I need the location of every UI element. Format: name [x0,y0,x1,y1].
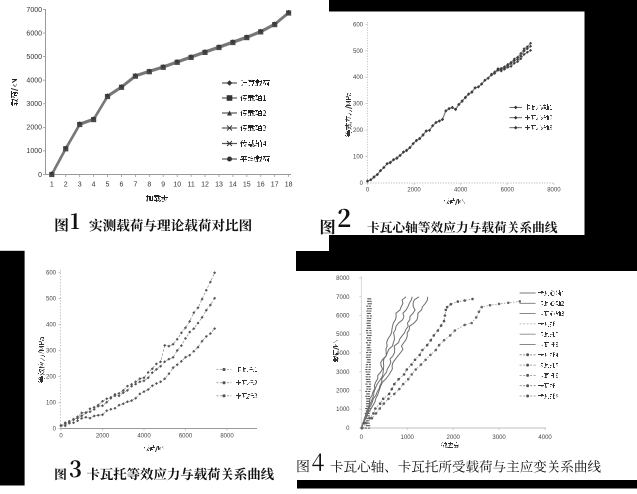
svg-text:7000: 7000 [26,7,42,14]
svg-text:4000: 4000 [336,351,350,357]
svg-text:0: 0 [38,172,42,179]
svg-text:400: 400 [46,323,57,329]
svg-text:5: 5 [106,182,110,189]
svg-text:9: 9 [161,182,165,189]
svg-text:11: 11 [187,182,194,189]
svg-text:600: 600 [353,22,364,28]
svg-text:3: 3 [78,182,82,189]
svg-text:0: 0 [53,427,57,433]
svg-text:3000: 3000 [26,101,42,108]
svg-text:6000: 6000 [179,434,193,440]
svg-text:4000: 4000 [454,188,468,194]
svg-text:18: 18 [285,182,293,189]
svg-text:8000: 8000 [336,276,350,282]
svg-text:13: 13 [215,182,223,189]
svg-text:0: 0 [360,435,364,441]
svg-text:7: 7 [133,182,137,189]
svg-text:7000: 7000 [336,295,350,301]
svg-text:2000: 2000 [447,435,461,441]
svg-text:2000: 2000 [26,125,42,132]
svg-text:15: 15 [243,182,251,189]
svg-text:3000: 3000 [492,435,506,441]
svg-text:8000: 8000 [220,434,234,440]
svg-text:6: 6 [120,182,124,189]
svg-text:2000: 2000 [336,389,350,395]
svg-text:2000: 2000 [96,434,110,440]
svg-text:600: 600 [46,271,57,277]
svg-text:16: 16 [257,182,265,189]
svg-text:4: 4 [92,182,96,189]
svg-text:300: 300 [46,349,57,355]
svg-text:0: 0 [346,426,350,432]
svg-text:10: 10 [173,182,181,189]
svg-text:100: 100 [46,401,57,407]
svg-text:1: 1 [50,182,54,189]
svg-text:4000: 4000 [137,434,151,440]
svg-text:4000: 4000 [538,435,552,441]
svg-text:14: 14 [229,182,237,189]
svg-text:400: 400 [353,75,364,81]
svg-text:17: 17 [271,182,279,189]
svg-text:5000: 5000 [336,332,350,338]
svg-text:5000: 5000 [26,54,42,61]
svg-text:2000: 2000 [407,188,421,194]
svg-text:6000: 6000 [26,30,42,37]
svg-text:200: 200 [353,128,364,134]
svg-text:0: 0 [366,188,370,194]
svg-text:1000: 1000 [401,435,415,441]
svg-text:12: 12 [201,182,209,189]
svg-text:300: 300 [353,102,364,108]
svg-text:1000: 1000 [336,407,350,413]
svg-text:200: 200 [46,375,57,381]
svg-text:6000: 6000 [336,314,350,320]
svg-text:100: 100 [353,155,364,161]
svg-text:500: 500 [46,297,57,303]
svg-text:8000: 8000 [547,188,561,194]
svg-text:1000: 1000 [26,148,42,155]
svg-text:6000: 6000 [501,188,515,194]
svg-text:4000: 4000 [26,78,42,85]
svg-text:2: 2 [64,182,68,189]
svg-text:500: 500 [353,49,364,55]
svg-text:8: 8 [147,182,151,189]
svg-text:0: 0 [59,434,63,440]
svg-text:3000: 3000 [336,370,350,376]
svg-text:0: 0 [360,181,364,187]
